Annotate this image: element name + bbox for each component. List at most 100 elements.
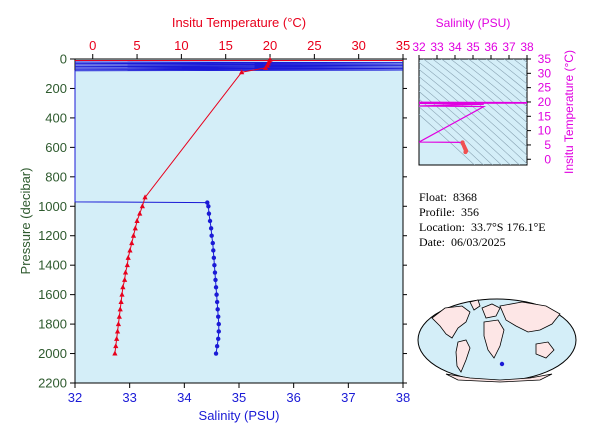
temperature-point <box>117 306 123 312</box>
ts-temperature-tick-label: 20 <box>538 95 552 109</box>
float-location-marker <box>499 361 505 367</box>
density-contour <box>450 59 527 123</box>
pressure-tick-label: 1000 <box>38 199 67 214</box>
salinity-point <box>215 307 220 312</box>
salinity-point <box>214 299 220 305</box>
density-contour <box>504 59 527 78</box>
temperature-point <box>116 313 122 319</box>
salinity-point <box>212 262 217 268</box>
temperature-tick-label: 20 <box>263 38 277 53</box>
density-contour <box>513 59 527 70</box>
float-number: 8368 <box>453 190 478 204</box>
salinity-point <box>207 218 213 224</box>
bottom-axis-label: Salinity (PSU) <box>199 408 280 423</box>
salinity-point <box>214 292 219 297</box>
ts-salinity-tick-label: 35 <box>466 40 480 54</box>
salinity-tick-label: 37 <box>341 390 355 405</box>
profile-row: Profile: 356 <box>419 205 479 219</box>
temperature-point <box>122 269 129 275</box>
temperature-point <box>124 262 130 268</box>
salinity-tick-label: 34 <box>177 390 191 405</box>
salinity-point <box>208 226 214 231</box>
salinity-point <box>206 204 211 209</box>
ts-point <box>463 150 468 155</box>
top-axis-label: Insitu Temperature (°C) <box>172 15 306 30</box>
ts-temperature-tick-label: 0 <box>544 152 551 166</box>
ts-salinity-tick-label: 37 <box>502 40 516 54</box>
density-contour <box>525 54 595 175</box>
world-map <box>417 298 577 383</box>
ts-salinity-tick-label: 32 <box>412 40 426 54</box>
ts-right-axis-label: Insitu Temperature (°C) <box>562 50 576 174</box>
density-contour <box>432 59 527 140</box>
salinity-tick-label: 38 <box>396 390 410 405</box>
salinity-tick-label: 32 <box>68 390 82 405</box>
float-info: Float: 8368 Profile: 356 Location: 33.7°… <box>419 190 546 250</box>
location-row: Location: 33.7°S 176.1°E <box>419 220 546 234</box>
pressure-tick-label: 800 <box>45 169 67 184</box>
salinity-tick-label: 35 <box>232 390 246 405</box>
ts-salinity-tick-label: 34 <box>448 40 462 54</box>
salinity-point <box>212 270 218 275</box>
temperature-tick-label: 10 <box>174 38 188 53</box>
profile-axis-ticks: 0 5 10 15 20 25 30 35 32 33 34 35 36 37 38 0 200 400 600 80… <box>38 38 410 405</box>
density-contour <box>419 91 502 165</box>
profile-number: 356 <box>461 205 479 219</box>
salinity-tick-label: 33 <box>122 390 136 405</box>
salinity-point <box>206 211 212 216</box>
temperature-point <box>139 203 145 209</box>
ts-temperature-tick-label: 10 <box>538 124 552 138</box>
pressure-tick-label: 200 <box>45 81 67 96</box>
temperature-point <box>262 64 269 70</box>
density-contour <box>419 114 475 165</box>
pressure-tick-label: 600 <box>45 140 67 155</box>
temperature-point <box>119 291 125 297</box>
temperature-point <box>142 194 148 200</box>
salinity-point <box>209 233 214 238</box>
ts-temperature-tick-label: 25 <box>538 81 552 95</box>
salinity-point <box>213 351 219 356</box>
temperature-point <box>122 276 128 282</box>
pressure-tick-label: 2200 <box>38 376 67 391</box>
density-contour <box>522 59 527 63</box>
pressure-tick-label: 1200 <box>38 228 67 243</box>
temperature-point <box>120 284 126 290</box>
temperature-point <box>125 254 131 260</box>
temperature-point <box>114 335 120 341</box>
date-row: Date: 06/03/2025 <box>419 235 506 249</box>
temperature-point <box>130 232 137 238</box>
temperature-series <box>75 56 403 356</box>
density-contour <box>459 59 527 115</box>
salinity-point <box>213 277 218 283</box>
salinity-tick-label: 36 <box>286 390 300 405</box>
temperature-point <box>132 225 138 231</box>
profile-plot: 0 5 10 15 20 25 30 35 32 33 34 35 36 37 38 0 200 400 600 80… <box>18 15 410 423</box>
left-axis-label: Pressure (decibar) <box>18 168 33 275</box>
temperature-line <box>114 59 271 354</box>
density-contour <box>495 59 527 85</box>
density-contour <box>486 59 527 92</box>
ts-density-contours <box>419 54 595 175</box>
temperature-point <box>115 321 122 327</box>
pressure-tick-label: 0 <box>60 52 67 67</box>
pressure-tick-label: 1600 <box>38 287 67 302</box>
salinity-point <box>211 255 217 261</box>
float-row: Float: 8368 <box>419 190 478 204</box>
density-contour <box>477 59 527 100</box>
density-contour <box>441 59 527 131</box>
salinity-point <box>214 343 220 349</box>
ts-temperature-tick-label: 15 <box>538 109 552 123</box>
temperature-point <box>137 210 143 216</box>
temperature-point <box>114 328 121 334</box>
temperature-tick-label: 0 <box>89 38 96 53</box>
map-land <box>431 299 561 383</box>
salinity-point <box>216 314 221 319</box>
temperature-tick-label: 5 <box>133 38 140 53</box>
ts-top-axis-label: Salinity (PSU) <box>436 16 511 30</box>
temperature-point <box>127 247 133 253</box>
temperature-tick-label: 35 <box>396 38 410 53</box>
pressure-tick-label: 2000 <box>38 346 67 361</box>
location-value: 33.7°S 176.1°E <box>470 220 546 234</box>
salinity-point <box>216 329 221 334</box>
